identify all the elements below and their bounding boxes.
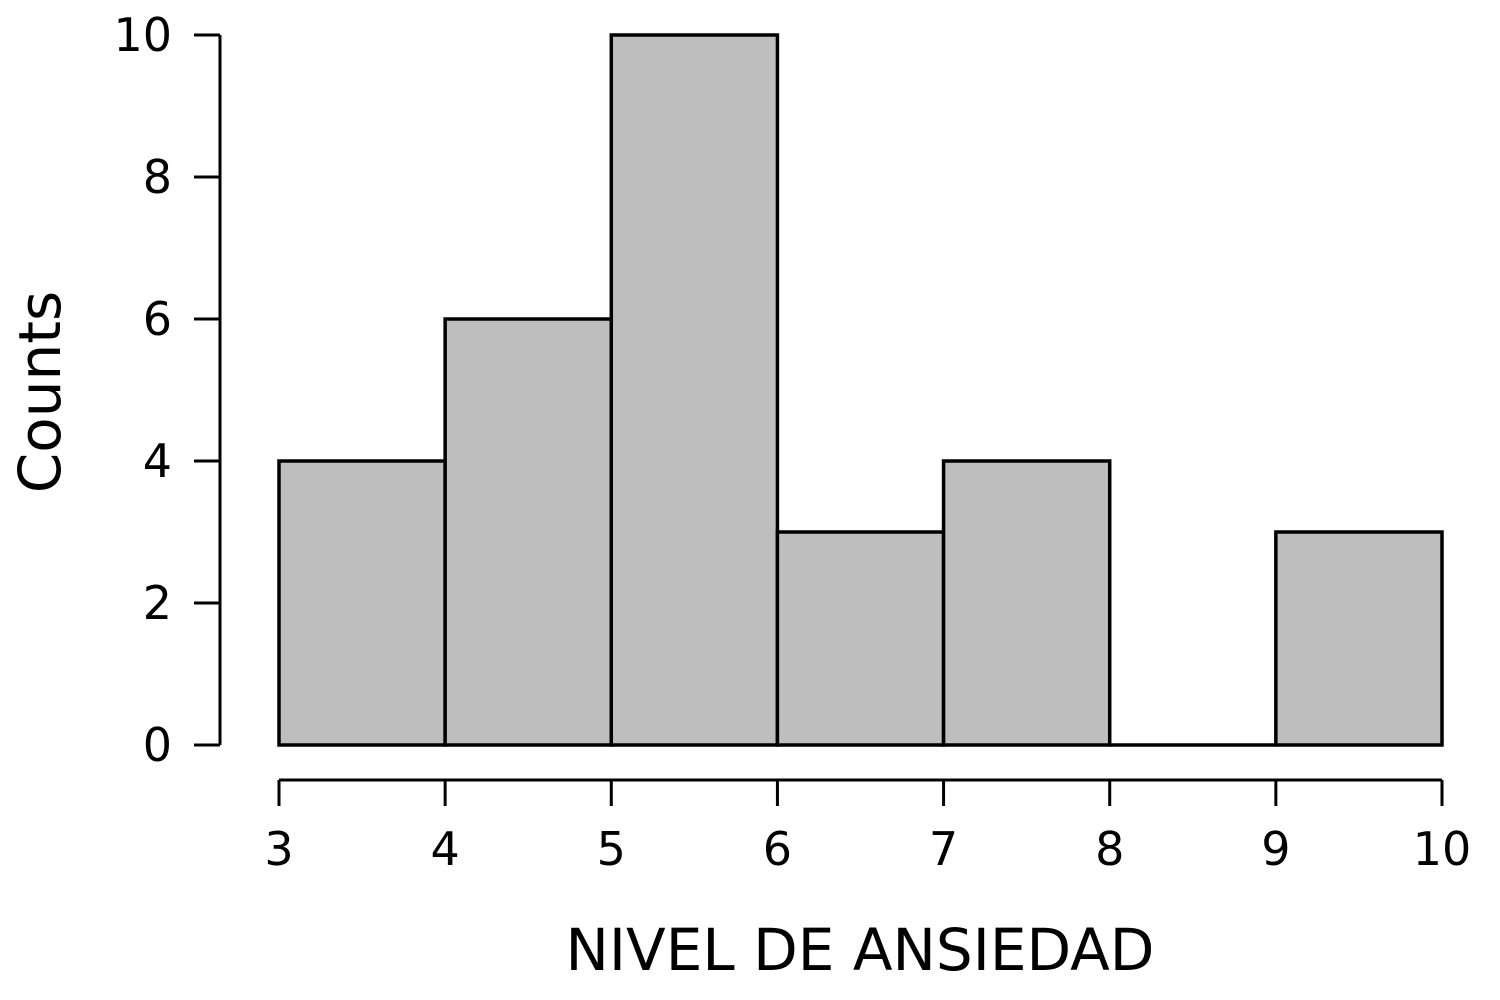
x-tick-label: 10 (1413, 822, 1472, 876)
histogram-bar-3-4 (277, 459, 447, 747)
x-tick-label: 8 (1095, 822, 1124, 876)
histogram-bar-5-6 (609, 33, 780, 747)
y-tick-label: 8 (143, 150, 172, 204)
x-tick-label: 3 (264, 822, 293, 876)
x-tick-label: 6 (763, 822, 792, 876)
x-tick-label: 4 (431, 822, 460, 876)
y-tick-label: 10 (113, 8, 172, 62)
histogram-bar-9-10 (1274, 530, 1444, 747)
histogram-bar-6-7 (775, 530, 946, 747)
histogram-bar-4-5 (443, 317, 614, 747)
y-tick-label: 0 (143, 718, 172, 772)
y-axis: 0 2 4 6 8 10 (113, 8, 222, 772)
x-tick-label: 5 (597, 822, 626, 876)
x-axis: 3 4 5 6 7 8 9 10 (264, 778, 1472, 876)
y-tick-label: 4 (143, 434, 172, 488)
x-tick-label: 7 (929, 822, 958, 876)
y-axis-title: Counts (6, 291, 74, 493)
y-tick-label: 2 (143, 576, 172, 630)
y-tick-label: 6 (143, 292, 172, 346)
x-axis-title: NIVEL DE ANSIEDAD (566, 916, 1155, 984)
bars-group (277, 33, 1444, 747)
x-tick-label: 9 (1261, 822, 1290, 876)
histogram-bar-7-8 (941, 459, 1112, 747)
